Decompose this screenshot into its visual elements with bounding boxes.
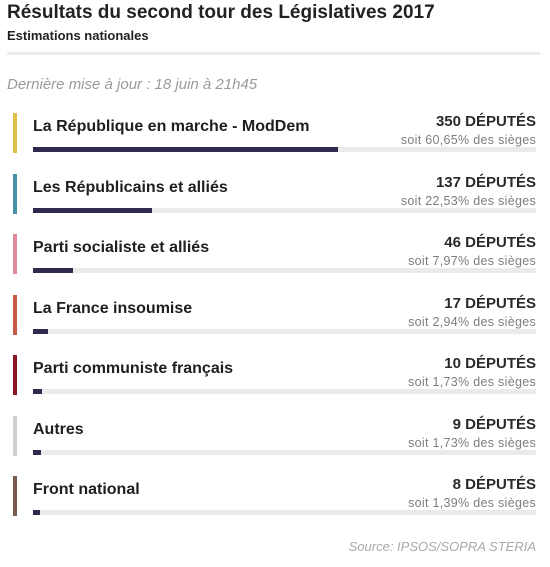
seats-label: 350 DÉPUTÉS [435, 113, 536, 130]
seats-label: 17 DÉPUTÉS [444, 294, 536, 312]
party-color-stripe [13, 294, 17, 335]
bar-track [33, 510, 536, 515]
seats-label: 137 DÉPUTÉS [435, 173, 536, 191]
seats-label: 46 DÉPUTÉS [444, 234, 536, 251]
results-list: La République en marche - ModDem 350 DÉPU… [0, 112, 550, 536]
chart-subtitle: Estimations nationales [7, 28, 149, 43]
seat-bar [33, 328, 48, 334]
party-label: La France insoumise [33, 299, 193, 317]
party-label: Parti communiste français [33, 360, 234, 377]
result-row: Parti communiste français 10 DÉPUTÉS soit … [0, 354, 550, 415]
seat-bar [33, 207, 152, 213]
bar-track [33, 328, 536, 334]
last-updated: Dernière mise à jour : 18 juin à 21h45 [7, 76, 258, 93]
bar-track [33, 389, 536, 394]
seats-label: 8 DÉPUTÉS [452, 476, 536, 493]
seats-label: 10 DÉPUTÉS [444, 355, 536, 372]
result-row: Parti socialiste et alliés 46 DÉPUTÉS soit… [0, 233, 550, 294]
party-label: Parti socialiste et alliés [33, 239, 210, 256]
party-label: Les Républicains et alliés [33, 178, 228, 196]
chart-title: Résultats du second tour des Législative… [7, 2, 435, 23]
party-color-stripe [13, 113, 17, 153]
seat-share-label: soit 22,53% des sièges [400, 193, 536, 208]
party-color-stripe [13, 234, 17, 274]
seat-share-label: soit 7,97% des sièges [408, 254, 536, 268]
seats-label: 9 DÉPUTÉS [452, 415, 536, 433]
party-color-stripe [13, 355, 17, 395]
party-label: Autres [33, 420, 84, 438]
result-row: La République en marche - ModDem 350 DÉPU… [0, 112, 550, 173]
result-row: La France insoumise 17 DÉPUTÉS soit 2,94% … [0, 294, 550, 355]
party-color-stripe [13, 476, 17, 516]
party-label: La République en marche - ModDem [33, 118, 310, 135]
result-row: Autres 9 DÉPUTÉS soit 1,73% des sièges [0, 415, 550, 476]
seat-share-label: soit 2,94% des sièges [408, 314, 536, 329]
bar-track [33, 207, 536, 213]
seat-share-label: soit 1,39% des sièges [408, 496, 536, 510]
party-color-stripe [13, 173, 17, 214]
result-row: Front national 8 DÉPUTÉS soit 1,39% des si… [0, 475, 550, 536]
seat-share-label: soit 1,73% des sièges [408, 435, 536, 450]
seat-bar [33, 147, 338, 152]
seat-bar [33, 389, 42, 394]
seat-share-label: soit 60,65% des sièges [400, 133, 536, 147]
seat-share-label: soit 1,73% des sièges [408, 375, 536, 389]
result-row: Les Républicains et alliés 137 DÉPUTÉS soi… [0, 173, 550, 234]
seat-bar [33, 268, 73, 273]
seat-bar [33, 510, 40, 515]
bar-track [33, 268, 536, 273]
bar-track [33, 449, 536, 455]
header-divider [7, 52, 540, 55]
seat-bar [33, 449, 41, 455]
party-label: Front national [33, 481, 140, 498]
source-note: Source: IPSOS/SOPRA STERIA [348, 539, 536, 554]
bar-track [33, 147, 536, 152]
party-color-stripe [13, 415, 17, 456]
